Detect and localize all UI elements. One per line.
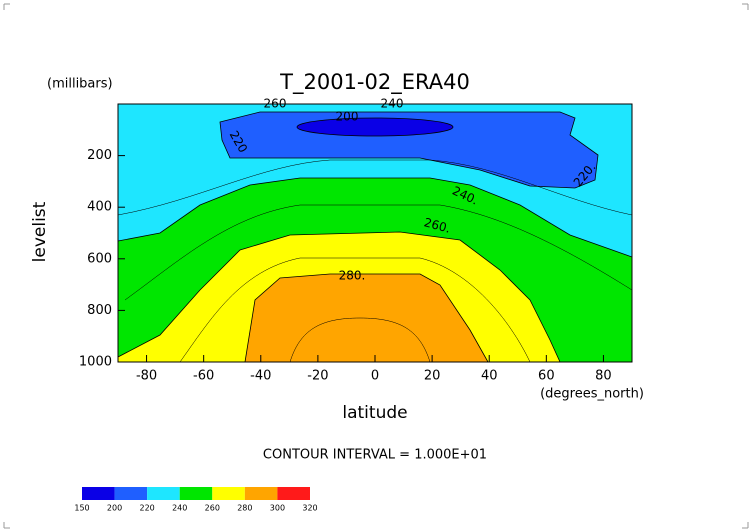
colorbar-label: 260 bbox=[205, 504, 220, 513]
x-tick-label: 80 bbox=[595, 369, 612, 384]
y-tick-label: 1000 bbox=[79, 355, 112, 370]
x-tick-label: 0 bbox=[371, 369, 379, 384]
y-axis-label: levelist bbox=[30, 201, 50, 262]
y-tick-label: 600 bbox=[87, 251, 112, 266]
x-tick-label: -60 bbox=[193, 369, 214, 384]
contour-line bbox=[124, 204, 633, 301]
y-tick-label: 200 bbox=[87, 148, 112, 163]
colorbar-cell bbox=[277, 487, 310, 500]
footnote: CONTOUR INTERVAL = 1.000E+01 bbox=[263, 448, 487, 463]
colorbar-label: 280 bbox=[237, 504, 252, 513]
colorbar-cell bbox=[147, 487, 180, 500]
x-tick-label: -80 bbox=[136, 369, 157, 384]
y-tick-label: 400 bbox=[87, 200, 112, 215]
contour-label: 280. bbox=[339, 269, 366, 283]
contour-line bbox=[179, 257, 531, 363]
colorbar-label: 300 bbox=[270, 504, 285, 513]
x-tick-label: 20 bbox=[424, 369, 441, 384]
x-tick-label: 60 bbox=[538, 369, 555, 384]
x-unit: (degrees_north) bbox=[540, 387, 644, 402]
colorbar-cell bbox=[179, 487, 213, 500]
colorbar-cell bbox=[244, 487, 278, 500]
colorbar-label: 200 bbox=[107, 504, 122, 513]
colorbar-label: 150 bbox=[74, 504, 89, 513]
contour-label: 260. bbox=[422, 215, 451, 235]
colorbar-label: 220 bbox=[140, 504, 155, 513]
x-tick-label: 40 bbox=[481, 369, 498, 384]
colorbar-cell bbox=[82, 487, 115, 500]
contour-label: 200 bbox=[336, 110, 359, 124]
y-tick-label: 800 bbox=[87, 303, 112, 318]
contour-line bbox=[117, 159, 633, 216]
contour-line bbox=[289, 317, 431, 363]
y-unit: (millibars) bbox=[47, 77, 113, 92]
colorbar-label: 240 bbox=[172, 504, 187, 513]
chart-title: T_2001-02_ERA40 bbox=[279, 70, 470, 95]
x-tick-label: -20 bbox=[307, 369, 328, 384]
x-axis-label: latitude bbox=[342, 403, 407, 423]
region bbox=[296, 117, 454, 137]
colorbar-cell bbox=[114, 487, 148, 500]
colorbar-cell bbox=[212, 487, 245, 500]
crop-marks bbox=[3, 3, 749, 529]
colorbar-label: 320 bbox=[302, 504, 317, 513]
x-tick-label: -40 bbox=[250, 369, 271, 384]
